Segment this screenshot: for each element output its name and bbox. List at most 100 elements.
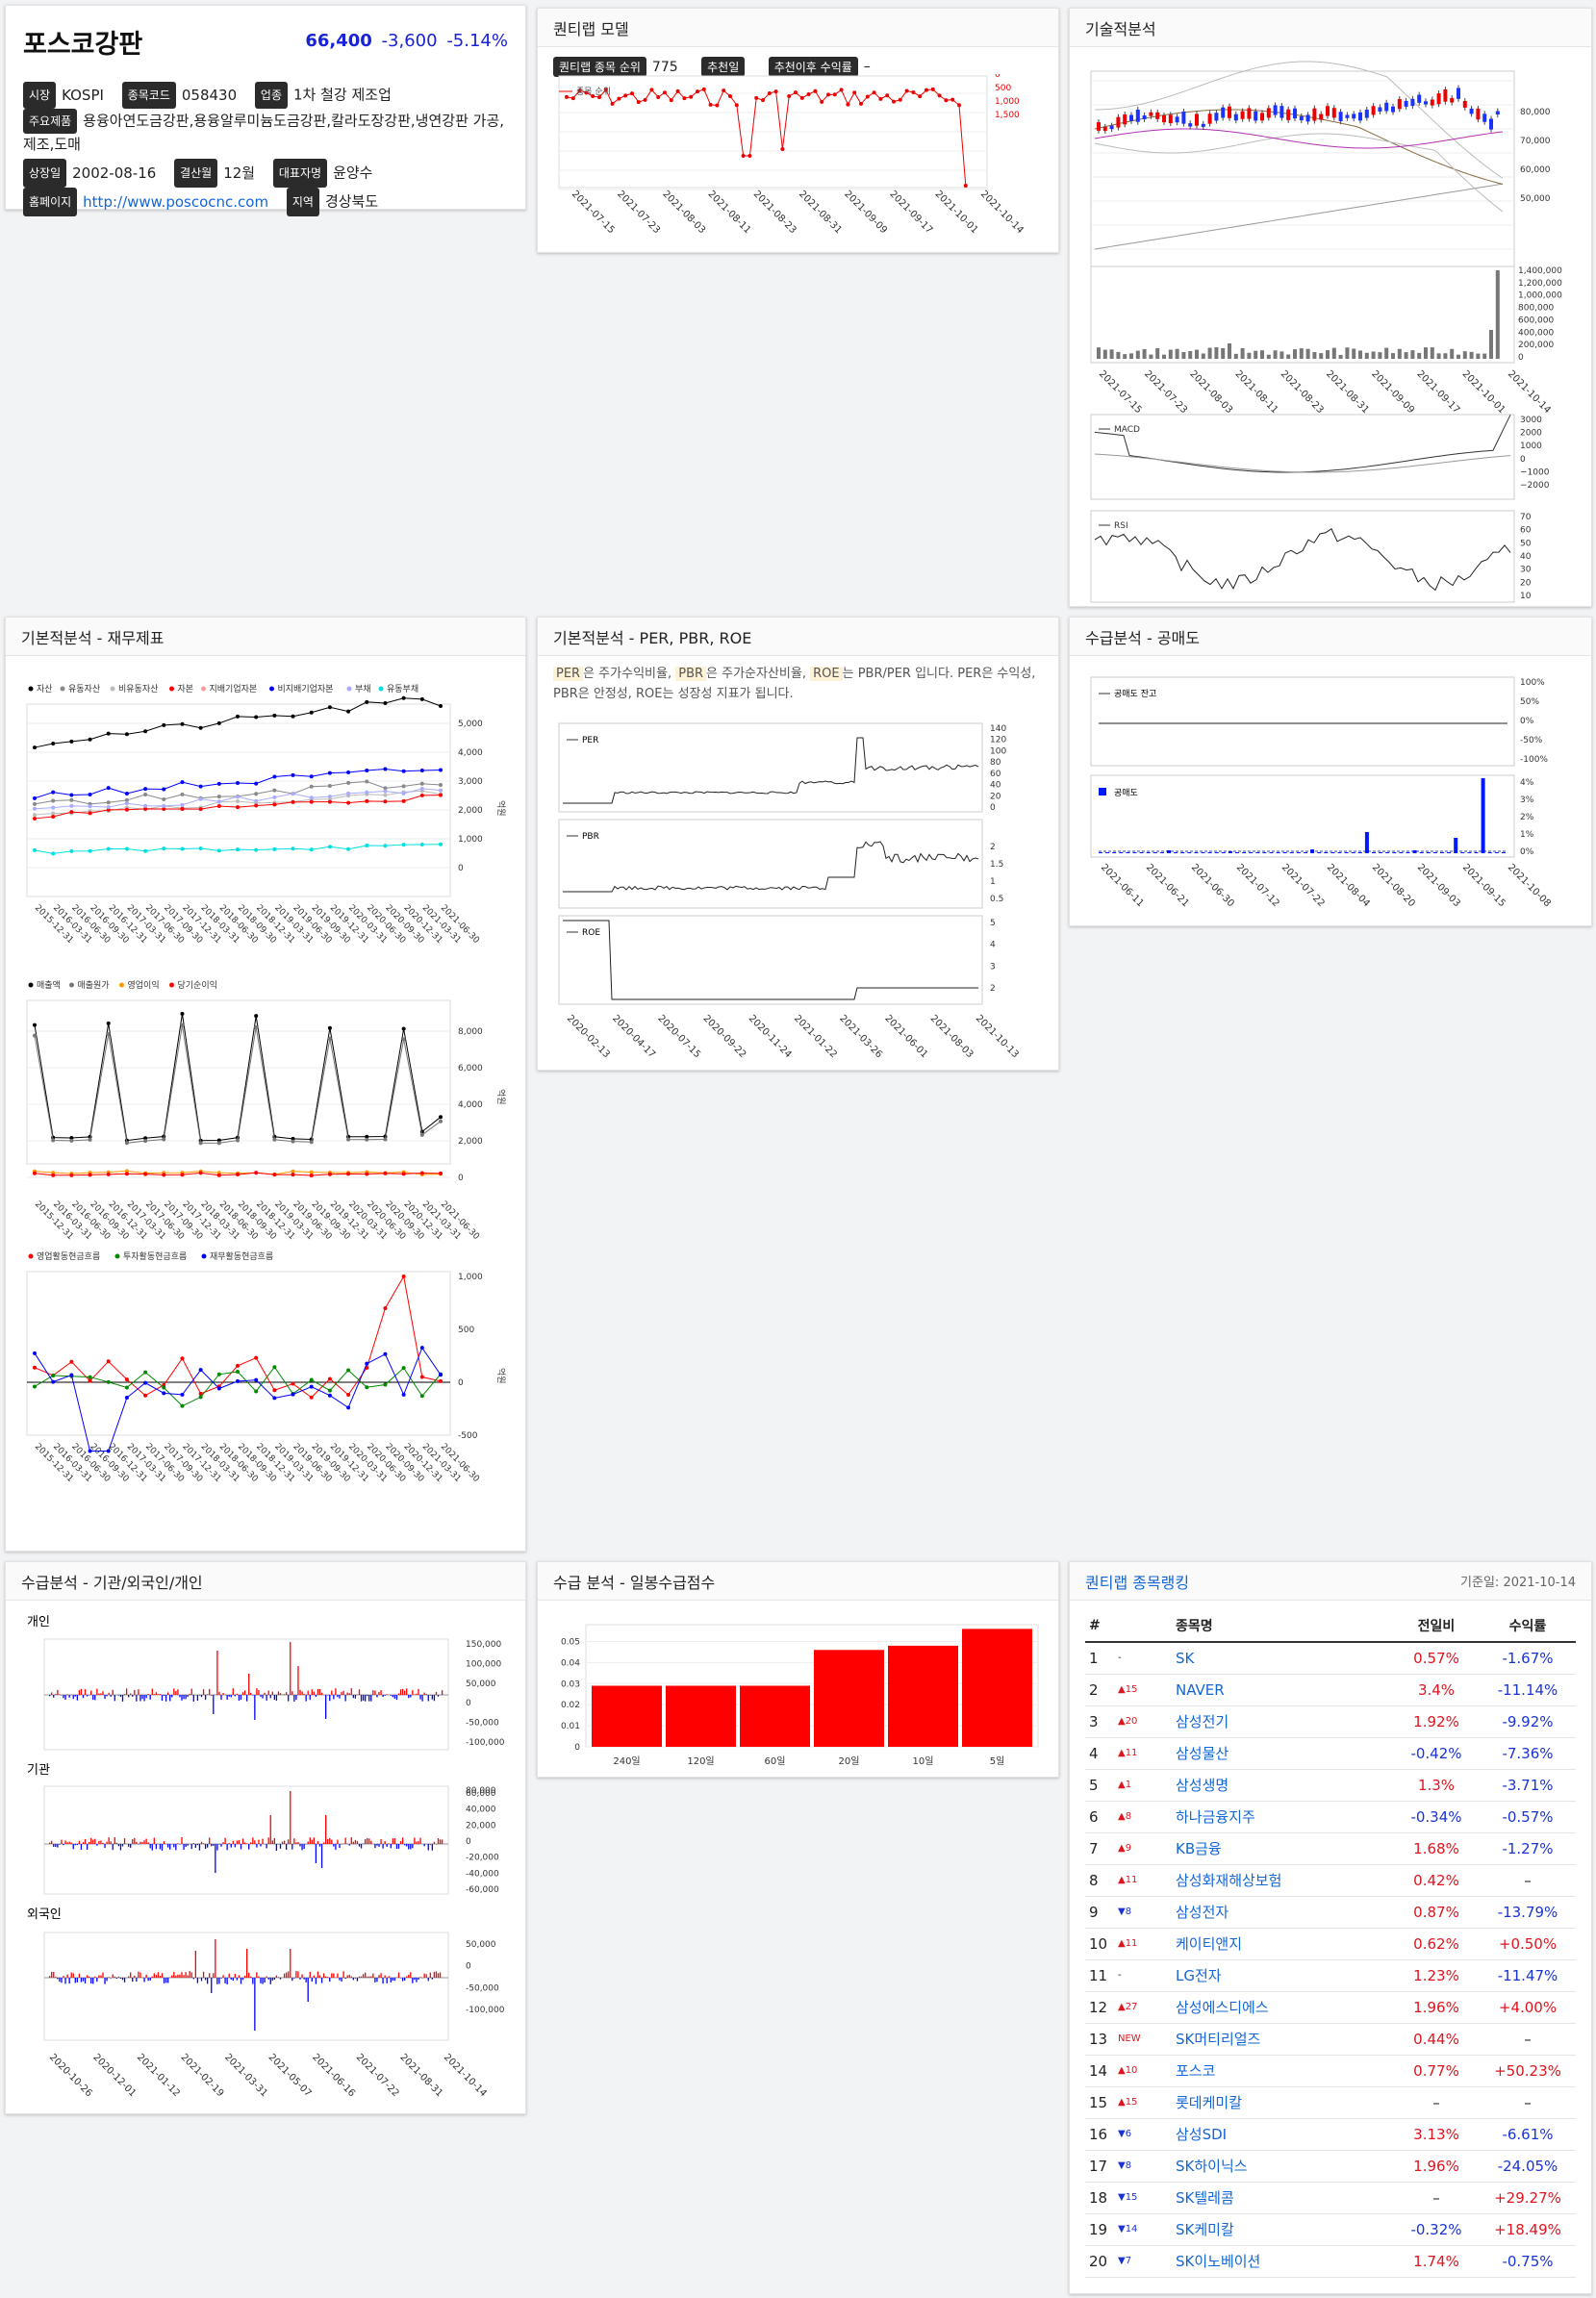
foreign-bar (117, 1976, 120, 1978)
fin-cf-point (180, 1392, 185, 1397)
flow-x-tick: 2020-10-26 (47, 2052, 94, 2099)
fin-cf-point (401, 1392, 406, 1397)
individual-bar (167, 1692, 169, 1695)
stock-link[interactable]: 삼성화재해상보험 (1172, 1864, 1393, 1897)
candle-body (1188, 123, 1193, 127)
institution-label: 기관 (27, 1763, 50, 1778)
volume-bar (1338, 354, 1343, 359)
stock-link[interactable]: SK (1172, 1642, 1393, 1675)
individual-bar (421, 1695, 423, 1702)
fin3-y-tick: -500 (458, 1431, 478, 1441)
score-y-tick: 0.05 (561, 1638, 580, 1648)
individual-bar (153, 1694, 155, 1695)
foreign-bar (132, 1978, 134, 1982)
noncontrol-point (291, 772, 295, 777)
ceo-value: 윤양수 (333, 164, 373, 182)
inv-cf-point (272, 1365, 277, 1370)
stock-link[interactable]: 삼성물산 (1172, 1737, 1393, 1770)
region-badge: 지역 (286, 188, 319, 216)
volume-bar (1181, 351, 1186, 359)
institution-y-tick: 40,000 (466, 1806, 496, 1815)
volume-bar (1319, 353, 1324, 359)
equity-point (383, 799, 388, 804)
stock-link[interactable]: 하나금융지주 (1172, 1801, 1393, 1833)
supply-score-card: 수급 분석 - 일봉수급점수 0.05 0.04 0.03 0.02 0.01 0 240… (537, 1561, 1059, 1778)
op-cf-point (439, 1378, 443, 1383)
individual-bar (125, 1688, 128, 1695)
controlling-point (216, 799, 221, 804)
foreign-bar (331, 1973, 333, 1978)
stock-link[interactable]: 포스코 (1172, 2055, 1393, 2087)
roe-label: ROE (582, 928, 600, 938)
individual-bar (165, 1695, 167, 1702)
stock-link[interactable]: SK케미칼 (1172, 2213, 1393, 2246)
stock-link[interactable]: LG전자 (1172, 1959, 1393, 1992)
stock-link[interactable]: SK하이닉스 (1172, 2150, 1393, 2183)
rank-point (911, 90, 916, 95)
volume-bar (1352, 348, 1356, 359)
current-asset-point (254, 792, 259, 796)
individual-bar (248, 1674, 250, 1695)
institution-bar (82, 1842, 85, 1844)
ranking-row: 14 ▲10 포스코 0.77% +50.23% (1085, 2055, 1576, 2087)
per-label: PER (582, 736, 598, 745)
individual-bar (163, 1695, 165, 1696)
institution-bar (406, 1844, 408, 1847)
short-x-tick: 2021-09-03 (1415, 862, 1462, 909)
noncontrol-point (309, 774, 314, 779)
rank-point (930, 87, 935, 91)
noncontrol-point (106, 786, 111, 791)
stock-link[interactable]: 삼성SDI (1172, 2118, 1393, 2151)
stock-change: -3,600 (381, 31, 438, 51)
stock-link[interactable]: SK머티리얼즈 (1172, 2023, 1393, 2056)
short-volume-bar (1385, 852, 1390, 853)
institution-bar (431, 1844, 433, 1851)
products-value: 용융아연도금강판,용융알루미늄도금강판,칼라도장강판,냉연강판 가공,제조,도매 (23, 112, 505, 154)
stock-link[interactable]: 삼성에스디에스 (1172, 1991, 1393, 2024)
return-value: – (1480, 2023, 1576, 2056)
legend-label: 유동자산 (68, 684, 100, 694)
stock-link[interactable]: NAVER (1172, 1674, 1393, 1706)
stock-link[interactable]: 삼성전자 (1172, 1896, 1393, 1929)
fin3-y-unit: 억원 (495, 1368, 507, 1384)
individual-bar (112, 1689, 114, 1695)
individual-bar (98, 1693, 100, 1695)
individual-bar (275, 1695, 278, 1702)
rank-number: 4 (1085, 1737, 1114, 1770)
individual-bar (192, 1695, 194, 1702)
foreign-bar (397, 1972, 400, 1978)
stock-link[interactable]: KB금융 (1172, 1832, 1393, 1865)
short-volume-y-tick: 1% (1520, 830, 1534, 840)
net-income-point (291, 1173, 295, 1177)
rank-change: ▼7 (1114, 2245, 1172, 2278)
individual-bar (128, 1695, 130, 1698)
foreign-bar (315, 1978, 317, 1984)
net-income-point (162, 1173, 166, 1177)
asset-point (124, 732, 129, 737)
candle-body (1149, 112, 1153, 116)
foreign-bar (55, 1977, 57, 1978)
rank-change: ▼6 (1114, 2118, 1172, 2151)
foreign-bar (92, 1978, 94, 1984)
stock-link[interactable]: SK이노베이션 (1172, 2245, 1393, 2278)
legend-swatch (60, 686, 65, 692)
current-liab-point (180, 846, 185, 851)
stock-link[interactable]: SK텔레콤 (1172, 2182, 1393, 2214)
stock-link[interactable]: 삼성전기 (1172, 1705, 1393, 1738)
stock-link[interactable]: 롯데케미칼 (1172, 2086, 1393, 2119)
stock-link[interactable]: 케이티앤지 (1172, 1928, 1393, 1960)
rank-number: 17 (1085, 2150, 1114, 2183)
equity-point (124, 807, 129, 812)
quant-x-tick: 2021-08-23 (751, 189, 798, 236)
pbr-y-tick: 1.5 (990, 860, 1003, 870)
institution-bar (252, 1837, 254, 1844)
noncontrol-point (51, 790, 56, 795)
institution-bar (196, 1844, 199, 1846)
stock-link[interactable]: 삼성생명 (1172, 1769, 1393, 1802)
volume-bar (1391, 353, 1395, 359)
candle-body (1116, 116, 1121, 128)
individual-bar (404, 1690, 406, 1695)
asset-point (419, 696, 424, 701)
homepage-link[interactable]: http://www.poscocnc.com (83, 192, 269, 211)
institution-bar (123, 1838, 126, 1844)
